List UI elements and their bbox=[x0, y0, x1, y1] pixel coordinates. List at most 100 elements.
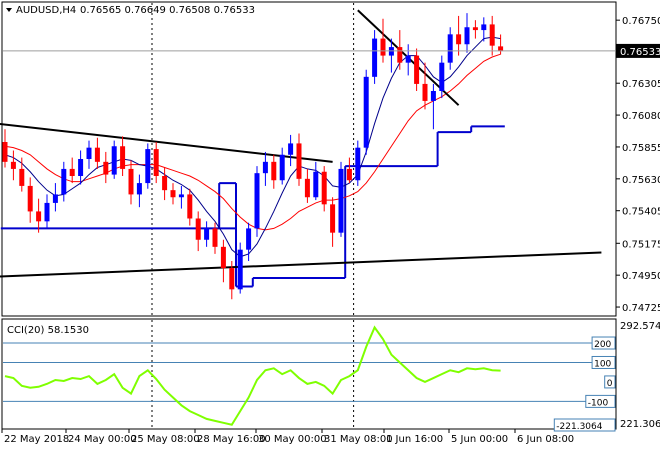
cci-line bbox=[4, 325, 501, 426]
current-price-tag-label: 0.76533 bbox=[620, 47, 660, 58]
candle bbox=[380, 18, 386, 63]
candle bbox=[44, 194, 50, 229]
cci-level-badge bbox=[553, 418, 616, 432]
candle bbox=[372, 30, 378, 84]
price-axis-label: 0.75405 bbox=[622, 207, 660, 218]
candle bbox=[363, 69, 369, 155]
symbol-label: AUDUSD,H4 bbox=[16, 5, 76, 16]
candle bbox=[430, 83, 436, 130]
candle bbox=[136, 174, 142, 208]
cci-axis-min-label: 221.3064 bbox=[620, 419, 660, 430]
time-axis-label: 22 May 2018 bbox=[4, 434, 69, 445]
cci-level-badge bbox=[604, 375, 616, 389]
candle-body bbox=[346, 168, 352, 181]
time-axis-label: 31 May 08:00 bbox=[324, 434, 393, 445]
time-axis-label: 25 May 08:00 bbox=[131, 434, 200, 445]
candle-body bbox=[456, 34, 462, 45]
candle-body bbox=[296, 143, 302, 179]
candle bbox=[187, 188, 193, 226]
cci-layer bbox=[3, 325, 615, 426]
candles-layer bbox=[2, 13, 504, 300]
candle-body bbox=[78, 159, 84, 176]
candle-body bbox=[313, 171, 319, 198]
candle-body bbox=[405, 55, 411, 63]
candle bbox=[346, 157, 352, 184]
candle-body bbox=[94, 147, 100, 162]
candle-body bbox=[120, 146, 126, 169]
candle-body bbox=[170, 190, 176, 198]
candle-body bbox=[44, 202, 50, 222]
candle-body bbox=[271, 161, 277, 181]
candle bbox=[195, 211, 201, 252]
candle-body bbox=[187, 194, 193, 219]
candle-body bbox=[330, 204, 336, 233]
candle bbox=[447, 27, 453, 70]
candle bbox=[397, 30, 403, 70]
candle bbox=[472, 20, 478, 39]
candle-body bbox=[464, 27, 470, 45]
candle bbox=[414, 48, 420, 91]
candle-body bbox=[447, 34, 453, 63]
candle bbox=[237, 242, 243, 294]
candle-body bbox=[246, 228, 252, 250]
price-axis-label: 0.74950 bbox=[622, 271, 660, 282]
price-axis-label: 0.74725 bbox=[622, 303, 660, 314]
candle bbox=[254, 166, 260, 237]
candle bbox=[279, 147, 285, 185]
candle-body bbox=[27, 185, 33, 212]
candle bbox=[338, 161, 344, 237]
candle bbox=[178, 185, 184, 209]
current-price-tag bbox=[616, 43, 660, 58]
slow-moving-average-line bbox=[4, 53, 501, 231]
candle-body bbox=[220, 246, 226, 269]
time-axis-label: 5 Jun 00:00 bbox=[451, 434, 508, 445]
candle bbox=[246, 222, 252, 261]
candle-body bbox=[363, 76, 369, 148]
candle bbox=[10, 150, 16, 181]
candle-body bbox=[430, 91, 436, 101]
candle bbox=[61, 161, 67, 202]
price-axis-label: 0.75855 bbox=[622, 143, 660, 154]
candle bbox=[69, 157, 75, 184]
candle bbox=[153, 142, 159, 184]
price-axis-label: 0.75175 bbox=[622, 239, 660, 250]
candle-body bbox=[422, 83, 428, 101]
candle bbox=[2, 129, 8, 168]
cci-panel-frame bbox=[1, 318, 617, 430]
candle bbox=[212, 222, 218, 254]
candle bbox=[27, 177, 33, 223]
candle bbox=[464, 13, 470, 53]
time-axis-label: 28 May 16:00 bbox=[197, 434, 266, 445]
candle bbox=[296, 133, 302, 186]
candle-body bbox=[288, 143, 294, 155]
cci-level-badge-label: 200 bbox=[594, 340, 611, 350]
time-axis-label: 1 Jun 16:00 bbox=[386, 434, 443, 445]
candle-body bbox=[439, 62, 445, 91]
candle bbox=[439, 55, 445, 99]
trend-line bbox=[0, 251, 602, 278]
cci-level-badge-label: 100 bbox=[594, 359, 611, 369]
candle-body bbox=[304, 178, 310, 198]
candle bbox=[103, 151, 109, 184]
candle-body bbox=[128, 168, 134, 195]
candle-body bbox=[195, 218, 201, 240]
candle bbox=[19, 157, 25, 192]
candle-body bbox=[279, 154, 285, 181]
candle-body bbox=[52, 194, 58, 203]
candle-body bbox=[262, 161, 268, 174]
axis-layer: 0.767500.765300.763050.760800.758550.756… bbox=[3, 16, 660, 432]
candle-body bbox=[372, 38, 378, 77]
candle-body bbox=[136, 183, 142, 195]
candle-body bbox=[36, 211, 42, 222]
dropdown-triangle-icon[interactable] bbox=[6, 8, 12, 12]
candle-body bbox=[481, 24, 487, 31]
candle bbox=[489, 15, 495, 56]
candle bbox=[78, 150, 84, 185]
cci-level-badge bbox=[585, 394, 616, 408]
chart-header: AUDUSD,H4 0.76565 0.76649 0.76508 0.7653… bbox=[6, 5, 255, 16]
candle-body bbox=[178, 194, 184, 198]
ohlc-values: 0.76565 0.76649 0.76508 0.76533 bbox=[80, 5, 255, 16]
candle-body bbox=[212, 228, 218, 247]
